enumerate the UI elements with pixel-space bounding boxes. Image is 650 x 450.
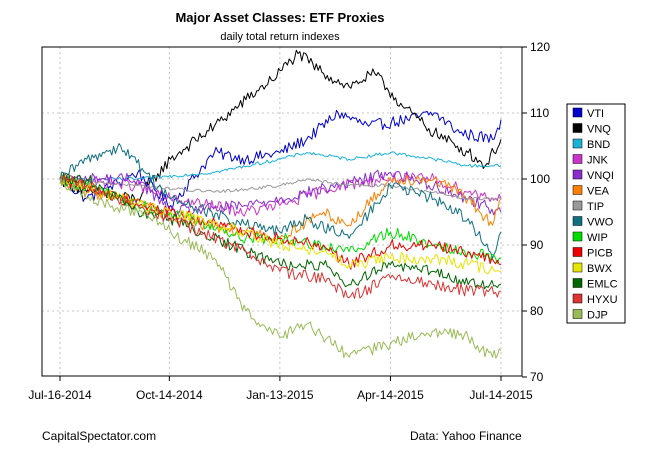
series-layer (59, 49, 502, 359)
series-line-djp (59, 178, 502, 359)
legend-swatch-wip (572, 231, 583, 242)
legend: VTI VNQ BND JNK VNQI VEA TIP VWO WIP PICB BWX EMLC H… (566, 103, 626, 324)
legend-swatch-vwo (572, 216, 583, 226)
y-tick-label: 90 (530, 238, 544, 252)
legend-label-jnk: JNK (587, 155, 608, 167)
y-tick-label: 80 (530, 304, 544, 318)
series-line-vnq (59, 49, 502, 203)
series-line-tip (59, 177, 502, 201)
x-tick-label: Jul-16-2014 (28, 388, 92, 402)
legend-swatch-tip (572, 200, 583, 211)
legend-swatch-vnq (572, 123, 583, 133)
legend-swatch-jnk (572, 154, 583, 164)
legend-label-tip: TIP (587, 201, 604, 213)
legend-label-vnqi: VNQI (587, 170, 614, 182)
y-tick-label: 100 (530, 172, 550, 186)
legend-label-djp: DJP (587, 310, 608, 322)
series-line-hyxu (59, 176, 501, 299)
legend-label-vea: VEA (587, 186, 610, 198)
footer-source-left: CapitalSpectator.com (42, 429, 156, 443)
legend-label-hyxu: HYXU (587, 294, 618, 306)
y-tick-label: 110 (530, 106, 549, 120)
legend-label-vti: VTI (587, 108, 604, 120)
series-line-jnk (59, 172, 502, 217)
legend-swatch-bwx (572, 262, 583, 273)
series-line-bnd (59, 151, 502, 182)
chart-title: Major Asset Classes: ETF Proxies (175, 10, 384, 25)
x-tick-label: Jan-13-2015 (246, 388, 314, 402)
legend-swatch-picb (572, 247, 583, 257)
legend-label-emlc: EMLC (587, 279, 618, 291)
series-line-wip (59, 175, 502, 264)
legend-label-picb: PICB (587, 248, 613, 260)
series-line-vnqi (59, 169, 502, 218)
legend-swatch-vea (572, 185, 583, 195)
series-line-picb (59, 176, 502, 270)
legend-swatch-bnd (572, 138, 583, 149)
legend-label-vnq: VNQ (587, 124, 611, 136)
y-tick-label: 70 (530, 370, 544, 384)
axis-layer: 70 80 90 100 110 120 Jul-16-2014 Oct-14-2014 Jan… (28, 40, 550, 402)
legend-swatch-djp (572, 309, 583, 319)
legend-label-bwx: BWX (587, 263, 613, 275)
plot-frame (41, 46, 523, 377)
legend-swatch-hyxu (572, 293, 583, 304)
series-line-vti (59, 109, 502, 210)
legend-swatch-vnqi (572, 169, 583, 180)
legend-swatch-emlc (572, 278, 583, 288)
legend-swatch-vti (572, 107, 583, 118)
x-tick-label: Apr-14-2015 (357, 388, 424, 402)
legend-label-vwo: VWO (587, 217, 614, 229)
y-tick-label: 120 (530, 40, 550, 54)
legend-label-bnd: BND (587, 139, 610, 151)
x-tick-label: Jul-14-2015 (469, 388, 533, 402)
x-tick-label: Oct-14-2014 (136, 388, 203, 402)
series-line-emlc (59, 172, 501, 290)
chart-subtitle: daily total return indexes (220, 31, 340, 43)
series-line-vwo (59, 143, 502, 259)
legend-label-wip: WIP (587, 232, 608, 244)
footer-source-right: Data: Yahoo Finance (410, 429, 522, 443)
series-line-bwx (59, 174, 502, 275)
